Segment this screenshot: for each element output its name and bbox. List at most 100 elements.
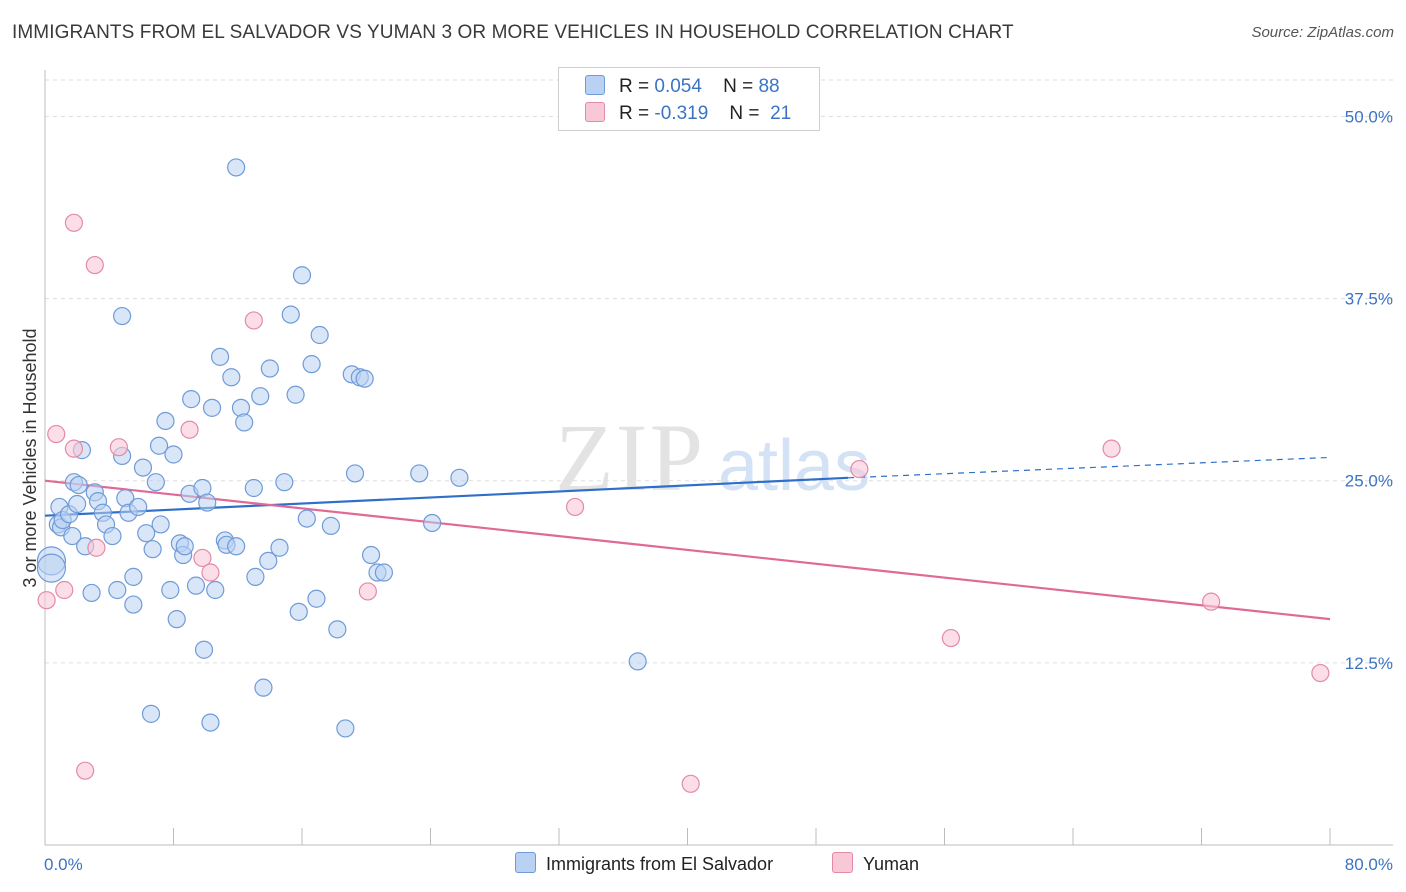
data-point-el-salvador: [164, 445, 183, 464]
legend-swatch-el-salvador: [515, 852, 536, 873]
data-point-el-salvador: [82, 583, 101, 603]
x-ticks: [44, 828, 1331, 845]
y-tick-label: 37.5%: [1345, 290, 1393, 309]
data-point-el-salvador: [194, 640, 214, 659]
data-point-el-salvador: [307, 589, 326, 608]
stats-legend: R = 0.054 N = 88 R = -0.319 N = 21: [558, 67, 820, 131]
data-point-yuman: [47, 424, 66, 444]
chart-title: IMMIGRANTS FROM EL SALVADOR VS YUMAN 3 O…: [12, 22, 1014, 43]
data-point-yuman: [55, 580, 74, 600]
r-value: -0.319: [654, 103, 709, 124]
trend-line-yuman: [44, 479, 1331, 621]
data-point-el-salvador: [124, 567, 143, 586]
legend-label: Yuman: [863, 854, 920, 874]
data-point-yuman: [941, 628, 961, 648]
trend-lines: [44, 456, 1331, 621]
data-point-el-salvador: [297, 509, 316, 528]
data-point-yuman: [76, 761, 95, 780]
stats-legend-row-el-salvador: R = 0.054 N = 88: [585, 75, 780, 101]
data-point-el-salvador: [222, 368, 241, 387]
data-point-el-salvador: [286, 385, 305, 404]
data-point-el-salvador: [108, 580, 127, 600]
data-point-el-salvador: [302, 355, 321, 374]
data-point-el-salvador: [254, 678, 273, 697]
y-tick-label: 50.0%: [1345, 107, 1393, 126]
data-point-el-salvador: [281, 305, 300, 324]
data-point-el-salvador: [161, 580, 180, 600]
data-point-el-salvador: [151, 515, 170, 534]
data-point-el-salvador: [227, 158, 246, 177]
stats-legend-row-yuman: R = -0.319 N = 21: [585, 102, 791, 128]
legend-swatch-el-salvador: [585, 75, 605, 95]
data-point-el-salvador: [310, 325, 329, 345]
y-tick-labels: 12.5% 25.0% 37.5% 50.0%: [1345, 107, 1393, 672]
y-tick-label: 12.5%: [1345, 654, 1393, 673]
n-label: N =: [729, 103, 760, 124]
data-point-el-salvador: [374, 563, 394, 582]
data-point-el-salvador: [133, 458, 153, 477]
data-point-yuman: [681, 774, 700, 793]
data-point-el-salvador: [103, 526, 122, 546]
data-point-yuman: [85, 255, 104, 275]
legend-item-yuman[interactable]: Yuman: [832, 852, 919, 875]
data-point-el-salvador: [202, 398, 222, 417]
data-point-el-salvador: [410, 464, 429, 483]
data-point-el-salvador: [275, 473, 294, 492]
data-point-el-salvador: [270, 538, 289, 557]
data-point-el-salvador: [355, 369, 374, 388]
data-point-el-salvador: [112, 306, 132, 326]
x-tick-label-min: 0.0%: [44, 855, 83, 874]
data-point-yuman: [201, 563, 220, 582]
watermark-zip: ZIP: [555, 404, 705, 511]
data-point-yuman: [358, 582, 377, 601]
data-point-yuman: [87, 538, 106, 557]
data-point-el-salvador: [129, 497, 148, 517]
data-point-el-salvador: [260, 359, 279, 378]
data-point-el-salvador: [423, 513, 442, 533]
data-point-el-salvador: [141, 704, 161, 723]
n-label: N =: [723, 76, 754, 97]
data-point-yuman: [1311, 663, 1330, 683]
data-point-el-salvador: [628, 652, 647, 671]
legend-swatch-yuman: [832, 852, 853, 873]
r-label: R =: [619, 76, 650, 97]
trend-line-el-salvador-extension: [848, 456, 1331, 479]
data-point-yuman: [1102, 439, 1121, 458]
data-point-yuman: [64, 439, 84, 458]
watermark-atlas: atlas: [718, 426, 870, 506]
data-point-yuman: [109, 438, 128, 457]
data-point-el-salvador: [167, 610, 186, 629]
data-point-el-salvador: [198, 493, 217, 512]
y-axis-title: 3 or more Vehicles in Household: [20, 328, 40, 587]
data-point-el-salvador: [450, 468, 469, 487]
data-point-el-salvador: [244, 478, 263, 498]
data-point-el-salvador: [186, 576, 206, 595]
data-point-yuman: [850, 459, 869, 479]
data-point-yuman: [180, 420, 199, 439]
data-point-yuman: [565, 497, 585, 517]
data-point-el-salvador: [146, 473, 165, 492]
data-point-el-salvador: [328, 620, 347, 639]
data-point-el-salvador: [361, 545, 381, 565]
data-point-el-salvador: [69, 475, 88, 495]
data-point-yuman: [244, 311, 263, 330]
legend-item-el-salvador[interactable]: Immigrants from El Salvador: [515, 852, 773, 875]
data-point-yuman: [37, 591, 56, 610]
n-value: 88: [758, 76, 780, 97]
r-label: R =: [619, 103, 650, 124]
data-point-el-salvador: [156, 411, 175, 431]
data-point-el-salvador: [63, 526, 82, 546]
r-value: 0.054: [654, 76, 702, 97]
data-point-el-salvador: [321, 516, 341, 535]
data-point-el-salvador: [246, 567, 265, 586]
data-point-el-salvador: [143, 540, 162, 559]
data-point-el-salvador: [235, 413, 254, 432]
data-point-el-salvador: [36, 553, 67, 583]
axes: [44, 70, 1393, 846]
y-tick-label: 25.0%: [1345, 472, 1393, 491]
legend-swatch-yuman: [585, 102, 605, 122]
chart-source: Source: ZipAtlas.com: [1251, 24, 1394, 41]
data-point-el-salvador: [345, 464, 365, 483]
n-value: 21: [770, 103, 792, 124]
data-point-el-salvador: [292, 266, 312, 285]
